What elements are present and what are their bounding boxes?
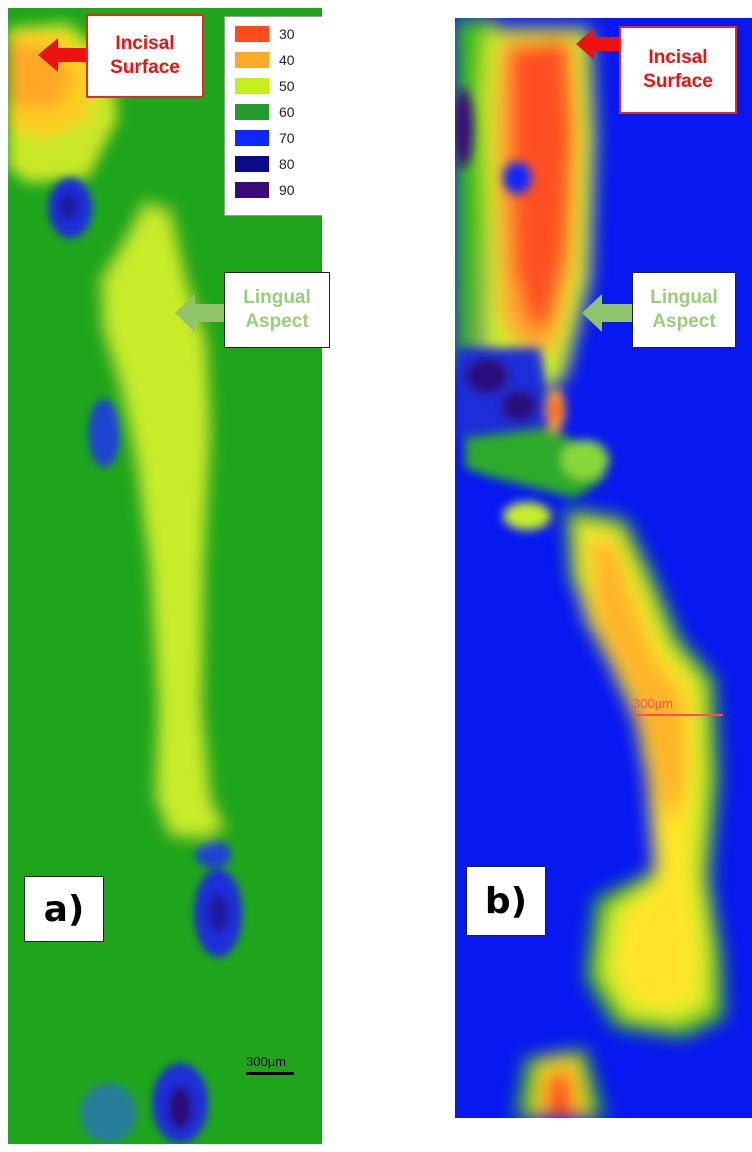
legend-swatch <box>235 104 269 120</box>
arrow-left-icon <box>582 294 634 332</box>
callout-line-2: Surface <box>88 56 202 80</box>
scale-bar-a: 300µm <box>246 1054 294 1075</box>
legend-entry: 30 <box>235 24 295 44</box>
heatmap-b-image <box>455 18 752 1118</box>
lingual-aspect-callout-b: Lingual Aspect <box>632 272 736 348</box>
legend-entry: 60 <box>235 102 295 122</box>
legend-swatch <box>235 182 269 198</box>
legend-label: 70 <box>279 130 295 146</box>
legend-entry: 80 <box>235 154 295 174</box>
callout-line-1: Incisal <box>88 32 202 56</box>
arrow-left-icon <box>576 28 622 60</box>
legend-entry: 50 <box>235 76 295 96</box>
incisal-surface-callout-b: Incisal Surface <box>619 26 737 114</box>
panel-label-a: a) <box>24 876 104 942</box>
scale-bar-line <box>633 714 723 716</box>
callout-line-1: Incisal <box>621 46 735 70</box>
panel-label-b: b) <box>466 866 546 936</box>
arrow-left-icon <box>175 294 225 332</box>
callout-line-2: Surface <box>621 70 735 94</box>
scale-bar-b: 300µm <box>633 696 723 716</box>
legend-entry: 90 <box>235 180 295 200</box>
legend-entry: 40 <box>235 50 295 70</box>
scale-bar-label: 300µm <box>246 1054 294 1069</box>
lingual-aspect-callout-a: Lingual Aspect <box>224 272 330 348</box>
legend-label: 90 <box>279 182 295 198</box>
scale-bar-label: 300µm <box>633 696 723 711</box>
legend-label: 30 <box>279 26 295 42</box>
color-legend: 30 40 50 60 70 80 90 <box>224 16 322 216</box>
heatmap-panel-b: 300µm <box>455 18 752 1118</box>
legend-entry: 70 <box>235 128 295 148</box>
legend-label: 60 <box>279 104 295 120</box>
callout-line-1: Lingual <box>633 286 735 310</box>
callout-line-2: Aspect <box>225 310 329 334</box>
incisal-surface-callout-a: Incisal Surface <box>86 14 204 98</box>
legend-swatch <box>235 130 269 146</box>
callout-line-2: Aspect <box>633 310 735 334</box>
legend-label: 50 <box>279 78 295 94</box>
legend-swatch <box>235 156 269 172</box>
legend-swatch <box>235 26 269 42</box>
heatmap-panel-a: 30 40 50 60 70 80 90 300µm <box>8 8 322 1144</box>
scale-bar-line <box>246 1072 294 1075</box>
arrow-left-icon <box>38 38 90 72</box>
legend-label: 80 <box>279 156 295 172</box>
callout-line-1: Lingual <box>225 286 329 310</box>
legend-swatch <box>235 78 269 94</box>
legend-label: 40 <box>279 52 295 68</box>
legend-swatch <box>235 52 269 68</box>
